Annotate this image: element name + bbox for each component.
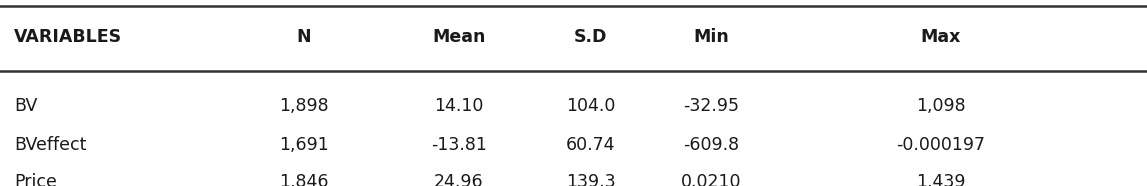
Text: 24.96: 24.96: [434, 173, 484, 186]
Text: 139.3: 139.3: [565, 173, 616, 186]
Text: -32.95: -32.95: [684, 97, 739, 115]
Text: Price: Price: [14, 173, 56, 186]
Text: 1,846: 1,846: [279, 173, 329, 186]
Text: N: N: [297, 28, 311, 46]
Text: -609.8: -609.8: [684, 136, 739, 154]
Text: -0.000197: -0.000197: [896, 136, 985, 154]
Text: Mean: Mean: [432, 28, 485, 46]
Text: BV: BV: [14, 97, 37, 115]
Text: 14.10: 14.10: [434, 97, 484, 115]
Text: S.D: S.D: [574, 28, 608, 46]
Text: 104.0: 104.0: [565, 97, 616, 115]
Text: 60.74: 60.74: [565, 136, 616, 154]
Text: 1,898: 1,898: [279, 97, 329, 115]
Text: 1,098: 1,098: [915, 97, 966, 115]
Text: -13.81: -13.81: [431, 136, 486, 154]
Text: Max: Max: [920, 28, 961, 46]
Text: 0.0210: 0.0210: [681, 173, 741, 186]
Text: 1,439: 1,439: [915, 173, 966, 186]
Text: 1,691: 1,691: [279, 136, 329, 154]
Text: BVeffect: BVeffect: [14, 136, 86, 154]
Text: Min: Min: [693, 28, 729, 46]
Text: VARIABLES: VARIABLES: [14, 28, 122, 46]
